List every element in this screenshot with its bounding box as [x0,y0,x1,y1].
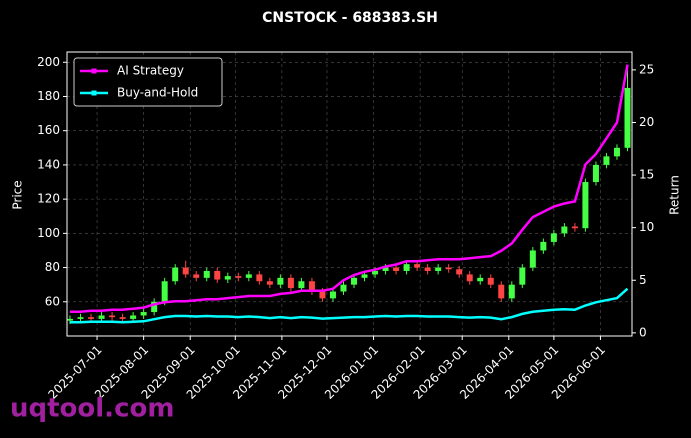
y-tick-label: 120 [37,192,60,206]
candle-body [308,281,315,292]
candle-body [119,317,126,319]
candle-body [466,274,473,282]
candle-body [67,318,74,321]
y-tick-label: 200 [37,55,60,69]
y2-tick-label: 5 [639,273,647,287]
candle-body [182,267,189,275]
candle-body [319,291,326,299]
candle-body [77,317,84,319]
legend-label: AI Strategy [117,64,184,78]
y-tick-label: 160 [37,123,60,137]
y2-tick-label: 20 [639,115,654,129]
candle-body [214,270,221,280]
legend-marker [91,90,97,96]
candle-body [266,281,273,285]
y-tick-label: 180 [37,89,60,103]
plot-frame [66,51,633,337]
candle-body [613,147,620,157]
return-line [70,287,629,324]
candle-body [561,226,568,234]
candle-body [88,317,95,319]
legend-label: Buy-and-Hold [117,86,198,100]
y-tick-label: 60 [45,294,60,308]
y2-tick-label: 10 [639,220,654,234]
candle-body [256,274,263,282]
candle-body [98,315,105,319]
candle-body [287,277,294,289]
candle-body [456,269,463,275]
candle-body [193,274,200,278]
candle-body [550,233,557,242]
y2-tick-label: 15 [639,168,654,182]
candle-body [540,241,547,251]
candle-body [382,267,389,271]
candle-body [151,301,158,313]
candle-body [571,226,578,229]
candle-body [487,277,494,285]
candle-body [403,264,410,271]
candle-body [414,264,421,268]
y2-axis-label: Return [668,175,682,215]
y2-tick-label: 25 [639,62,654,76]
candle-body [477,277,484,282]
candle-body [329,291,336,299]
candle-body [109,315,116,318]
y-tick-label: 100 [37,226,60,240]
candle-body [592,164,599,183]
candle-body [603,156,610,165]
candle-body [498,284,505,299]
candle-body [340,284,347,292]
candle-body [529,250,536,268]
candle-body [424,267,431,271]
candle-body [393,267,400,271]
candle-body [235,276,242,278]
candle-body [624,87,631,148]
legend-marker [91,68,97,74]
candle-body [277,277,284,285]
candle-body [351,277,358,285]
candle-body [140,312,147,316]
candle-body [519,267,526,285]
candle-body [161,281,168,302]
y2-tick-label: 0 [639,325,647,339]
candle-body [130,315,137,319]
chart-title: CNSTOCK - 688383.SH [262,10,438,26]
return-line [70,64,629,314]
y-axis-label: Price [11,180,25,209]
watermark: uqtool.com [10,394,174,424]
candle-body [172,267,179,282]
legend-box [73,57,223,107]
candle-body [245,274,252,278]
candle-body [203,270,210,278]
candle-body [361,274,368,278]
candle-body [445,267,452,270]
candle-body [582,182,589,229]
candle-body [372,270,379,275]
candle-body [298,281,305,289]
legend: AI Strategy Buy-and-Hold [73,57,223,107]
y-tick-label: 140 [37,157,60,171]
y-tick-label: 80 [45,260,60,274]
candle-body [435,267,442,271]
candle-body [508,284,515,299]
candle-body [224,276,231,280]
